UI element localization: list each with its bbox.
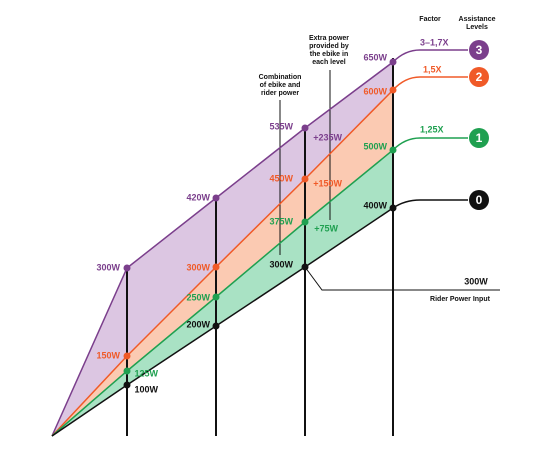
annotation: Extra power bbox=[309, 35, 349, 42]
value-label: 150W bbox=[96, 350, 120, 360]
badge-label: 0 bbox=[476, 193, 483, 207]
factor-label: 1,5X bbox=[423, 64, 442, 74]
extra-label: +75W bbox=[314, 223, 338, 233]
annotation: provided by bbox=[309, 43, 349, 50]
value-label: 100W bbox=[134, 384, 158, 394]
annotation: the ebike in bbox=[310, 51, 349, 58]
dot bbox=[123, 367, 131, 375]
line-level2 bbox=[51, 76, 468, 437]
extra-label: +150W bbox=[313, 178, 342, 188]
headers: Factor Assistance Levels Combination of … bbox=[259, 16, 496, 303]
badge-label: 3 bbox=[476, 43, 483, 57]
badge bbox=[469, 128, 489, 148]
line-level1 bbox=[51, 137, 468, 437]
factors: 3–1,7X 1,5X 1,25X bbox=[420, 37, 449, 134]
factor-label: 1,25X bbox=[420, 124, 444, 134]
lines bbox=[51, 49, 500, 437]
dot bbox=[389, 204, 397, 212]
badges: 3 2 1 0 bbox=[469, 40, 489, 210]
dot bbox=[301, 263, 309, 271]
line-level3 bbox=[51, 49, 468, 437]
labels: 300W 150W 125W 100W 420W 300W 250W 200W … bbox=[96, 52, 387, 394]
line-rider bbox=[51, 199, 468, 437]
dot bbox=[212, 322, 220, 330]
area-level3 bbox=[52, 62, 393, 436]
value-label: 450W bbox=[269, 173, 293, 183]
dot bbox=[301, 124, 309, 132]
badge bbox=[469, 67, 489, 87]
value-label: 250W bbox=[186, 292, 210, 302]
badge-label: 2 bbox=[476, 70, 483, 84]
dot bbox=[212, 194, 220, 202]
value-label: 200W bbox=[186, 319, 210, 329]
value-label: 300W bbox=[96, 262, 120, 272]
value-label: 500W bbox=[363, 141, 387, 151]
factor-label: 3–1,7X bbox=[420, 37, 449, 47]
value-label: 300W bbox=[186, 262, 210, 272]
dot bbox=[389, 146, 397, 154]
rider-input-label: Rider Power Input bbox=[430, 296, 491, 303]
annotation: each level bbox=[312, 59, 346, 66]
header-levels: Levels bbox=[466, 24, 488, 31]
dot bbox=[123, 352, 131, 360]
dot bbox=[123, 381, 131, 389]
annotation: of ebike and bbox=[260, 82, 301, 89]
header-factor: Factor bbox=[419, 16, 441, 23]
dot bbox=[301, 175, 309, 183]
rider-input-value: 300W bbox=[464, 276, 488, 286]
dot bbox=[212, 293, 220, 301]
badge bbox=[469, 40, 489, 60]
dot bbox=[389, 86, 397, 94]
dots bbox=[123, 58, 397, 389]
dot bbox=[301, 218, 309, 226]
annotation: rider power bbox=[261, 90, 299, 97]
value-label: 420W bbox=[186, 192, 210, 202]
value-label: 400W bbox=[363, 200, 387, 210]
value-label: 650W bbox=[363, 52, 387, 62]
dot bbox=[212, 263, 220, 271]
badge bbox=[469, 190, 489, 210]
line-rider-input bbox=[304, 266, 500, 291]
value-label: 600W bbox=[363, 86, 387, 96]
areas bbox=[52, 62, 393, 436]
value-label: 375W bbox=[269, 216, 293, 226]
header-levels: Assistance bbox=[459, 16, 496, 23]
value-label: 535W bbox=[269, 121, 293, 131]
annotation: Combination bbox=[259, 74, 302, 81]
dot bbox=[123, 264, 131, 272]
value-label: 125W bbox=[134, 368, 158, 378]
dot bbox=[389, 58, 397, 66]
extra-label: +235W bbox=[313, 132, 342, 142]
badge-label: 1 bbox=[476, 131, 483, 145]
value-label: 300W bbox=[269, 259, 293, 269]
